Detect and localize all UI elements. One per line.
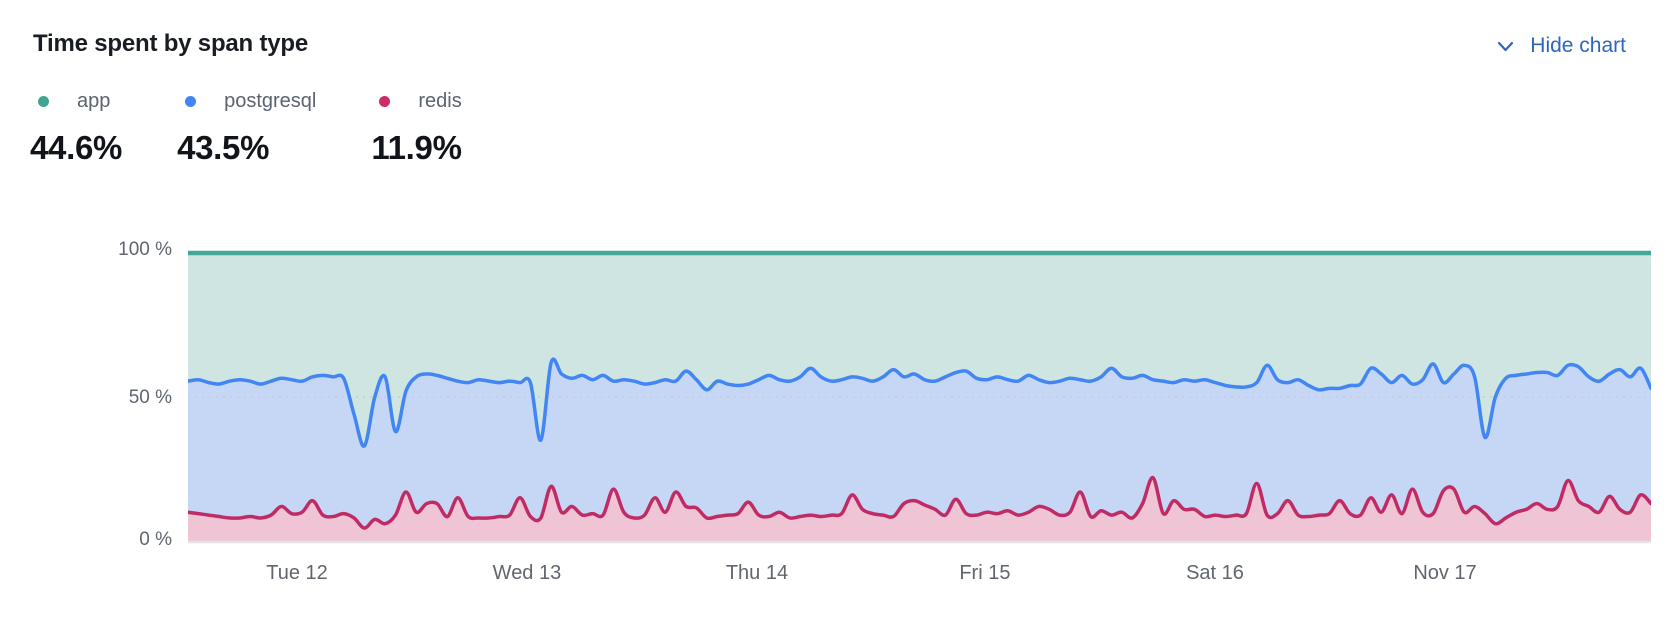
x-axis-tick-sat-16: Sat 16 (1186, 562, 1244, 584)
y-axis-tick-0: 0 % (139, 529, 172, 550)
postgresql-percentage: 43.5% (177, 129, 270, 166)
y-axis-tick-100: 100 % (118, 239, 172, 260)
chevron-down-icon (1494, 35, 1517, 58)
series-redis-line (188, 475, 1651, 530)
x-axis-tick-thu-14: Thu 14 (725, 562, 789, 584)
legend-metric-redis: redis 11.9% (371, 90, 462, 167)
legend-item-postgresql[interactable]: postgresql (177, 90, 316, 113)
stacked-area-chart[interactable] (188, 248, 1651, 544)
legend-metric-postgresql: postgresql 43.5% (177, 90, 316, 167)
legend-label-postgresql: postgresql (224, 90, 317, 112)
hide-chart-button[interactable]: Hide chart (1488, 33, 1632, 59)
app-percentage: 44.6% (30, 129, 123, 166)
legend-item-app[interactable]: app (30, 90, 122, 113)
legend-label-redis: redis (418, 90, 462, 112)
legend-metric-app: app 44.6% (30, 90, 122, 167)
series-postgresql-line (188, 357, 1651, 448)
hide-chart-label: Hide chart (1530, 34, 1626, 57)
postgresql-series-dot-icon (185, 96, 197, 107)
legend-item-redis[interactable]: redis (371, 90, 462, 113)
x-axis-tick-fri-15: Fri 15 (959, 562, 1011, 584)
x-axis-tick-wed-13: Wed 13 (492, 562, 562, 584)
x-axis-tick-nov-17: Nov 17 (1413, 562, 1477, 584)
redis-percentage: 11.9% (371, 129, 462, 166)
legend-label-app: app (77, 90, 111, 112)
y-axis-tick-50: 50 % (128, 387, 172, 408)
app-series-dot-icon (38, 96, 49, 107)
legend: app 44.6% postgresql 43.5% redis 11.9% (30, 90, 462, 167)
x-axis-tick-tue-12: Tue 12 (266, 562, 328, 584)
redis-series-dot-icon (379, 96, 391, 107)
page-title: Time spent by span type (33, 30, 309, 57)
